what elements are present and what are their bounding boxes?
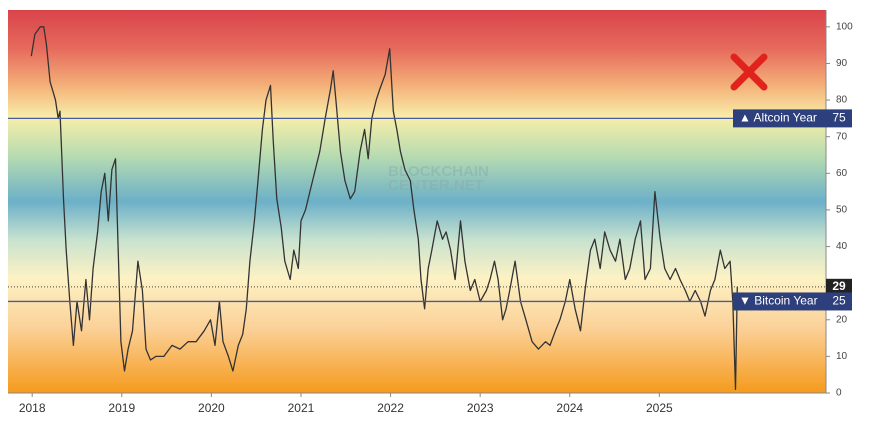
x-tick-label: 2020 [198, 401, 225, 415]
y-tick-label: 0 [836, 388, 842, 399]
threshold-value-box [826, 109, 852, 128]
y-tick-label: 90 [836, 58, 848, 69]
watermark: CENTER.NET [388, 177, 484, 194]
x-tick-label: 2018 [19, 401, 46, 415]
threshold-label: ▲ Altcoin Year [739, 111, 817, 125]
x-tick-label: 2025 [646, 401, 673, 415]
x-tick-label: 2021 [288, 401, 315, 415]
threshold-value: 25 [832, 294, 846, 308]
threshold-label: ▼ Bitcoin Year [739, 294, 818, 308]
y-tick-label: 20 [836, 314, 848, 325]
red-x-icon [730, 53, 768, 91]
current-value-box [826, 278, 852, 295]
x-tick-label: 2022 [377, 401, 404, 415]
x-tick-label: 2023 [467, 401, 494, 415]
threshold-label-box [733, 292, 826, 311]
y-tick-label: 10 [836, 351, 848, 362]
y-tick-label: 80 [836, 95, 848, 106]
current-value-label: 29 [832, 279, 846, 293]
y-tick-label: 70 [836, 131, 848, 142]
threshold-value: 75 [832, 111, 846, 125]
threshold-label-box [733, 109, 826, 128]
watermark: BLOCKCHAIN [388, 163, 489, 180]
y-tick-label: 40 [836, 241, 848, 252]
y-tick-label: 60 [836, 168, 848, 179]
y-tick-label: 50 [836, 205, 848, 216]
x-tick-label: 2024 [556, 401, 583, 415]
y-tick-label: 100 [836, 21, 853, 32]
threshold-value-box [826, 292, 852, 311]
x-tick-label: 2019 [108, 401, 135, 415]
